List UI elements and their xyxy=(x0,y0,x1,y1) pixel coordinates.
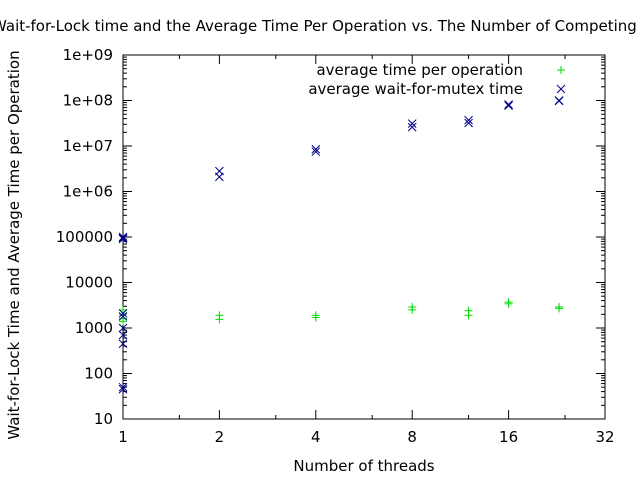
wait-time-point xyxy=(118,233,128,243)
wait-time-point xyxy=(118,323,128,333)
wait-time-point xyxy=(118,384,128,394)
op-time-point xyxy=(408,305,417,314)
wait-time-point xyxy=(407,119,417,128)
wait-time-point xyxy=(215,172,224,182)
legend-label: average wait-for-mutex time xyxy=(308,80,523,98)
op-time-point xyxy=(119,317,127,326)
wait-time-point xyxy=(118,234,128,244)
y-axis-label: Wait-for-Lock Time and Average Time per … xyxy=(5,50,23,439)
chart-title: Wait-for-Lock time and the Average Time … xyxy=(0,17,640,35)
wait-time-point xyxy=(504,101,513,111)
wait-time-point xyxy=(118,308,128,318)
y-tick-label: 1e+09 xyxy=(63,46,113,64)
y-tick-label: 100 xyxy=(84,365,113,383)
x-tick-label: 4 xyxy=(311,428,321,446)
y-tick-label: 1e+08 xyxy=(63,92,113,110)
x-tick-label: 1 xyxy=(118,428,128,446)
y-tick-label: 1e+07 xyxy=(63,137,113,155)
x-tick-label: 8 xyxy=(407,428,417,446)
y-tick-label: 10000 xyxy=(65,274,113,292)
op-time-point xyxy=(464,311,473,320)
y-tick-label: 1e+06 xyxy=(63,183,113,201)
op-time-point xyxy=(311,313,320,322)
wait-time-point xyxy=(464,115,473,125)
y-tick-label: 10 xyxy=(94,410,113,428)
y-tick-label: 100000 xyxy=(56,228,113,246)
axis-ticks: 10 100 1000 10000 100000 1e+06 1e+07 1e+08 1e+09… xyxy=(56,46,615,446)
x-axis-label: Number of threads xyxy=(293,457,434,475)
data-points xyxy=(118,96,564,394)
wait-time-point xyxy=(118,339,128,349)
wait-time-point xyxy=(118,312,128,321)
op-time-point xyxy=(555,304,564,313)
wait-time-point xyxy=(554,96,564,106)
wait-time-point xyxy=(407,122,417,132)
wait-time-point xyxy=(311,144,321,154)
x-tick-label: 2 xyxy=(215,428,225,446)
op-time-point xyxy=(215,315,224,324)
y-tick-label: 1000 xyxy=(75,319,113,337)
wait-time-point xyxy=(118,330,128,340)
x-tick-label: 16 xyxy=(499,428,518,446)
op-time-point xyxy=(504,299,513,308)
legend-marker xyxy=(556,84,566,94)
wait-time-point xyxy=(118,232,128,242)
wait-time-point xyxy=(504,100,513,109)
x-tick-label: 32 xyxy=(595,428,614,446)
wait-time-point xyxy=(464,118,473,128)
wait-time-point xyxy=(311,147,321,157)
wait-time-point xyxy=(118,382,128,392)
plot-frame xyxy=(122,54,606,420)
legend-marker xyxy=(557,66,565,74)
legend-label: average time per operation xyxy=(316,61,523,79)
